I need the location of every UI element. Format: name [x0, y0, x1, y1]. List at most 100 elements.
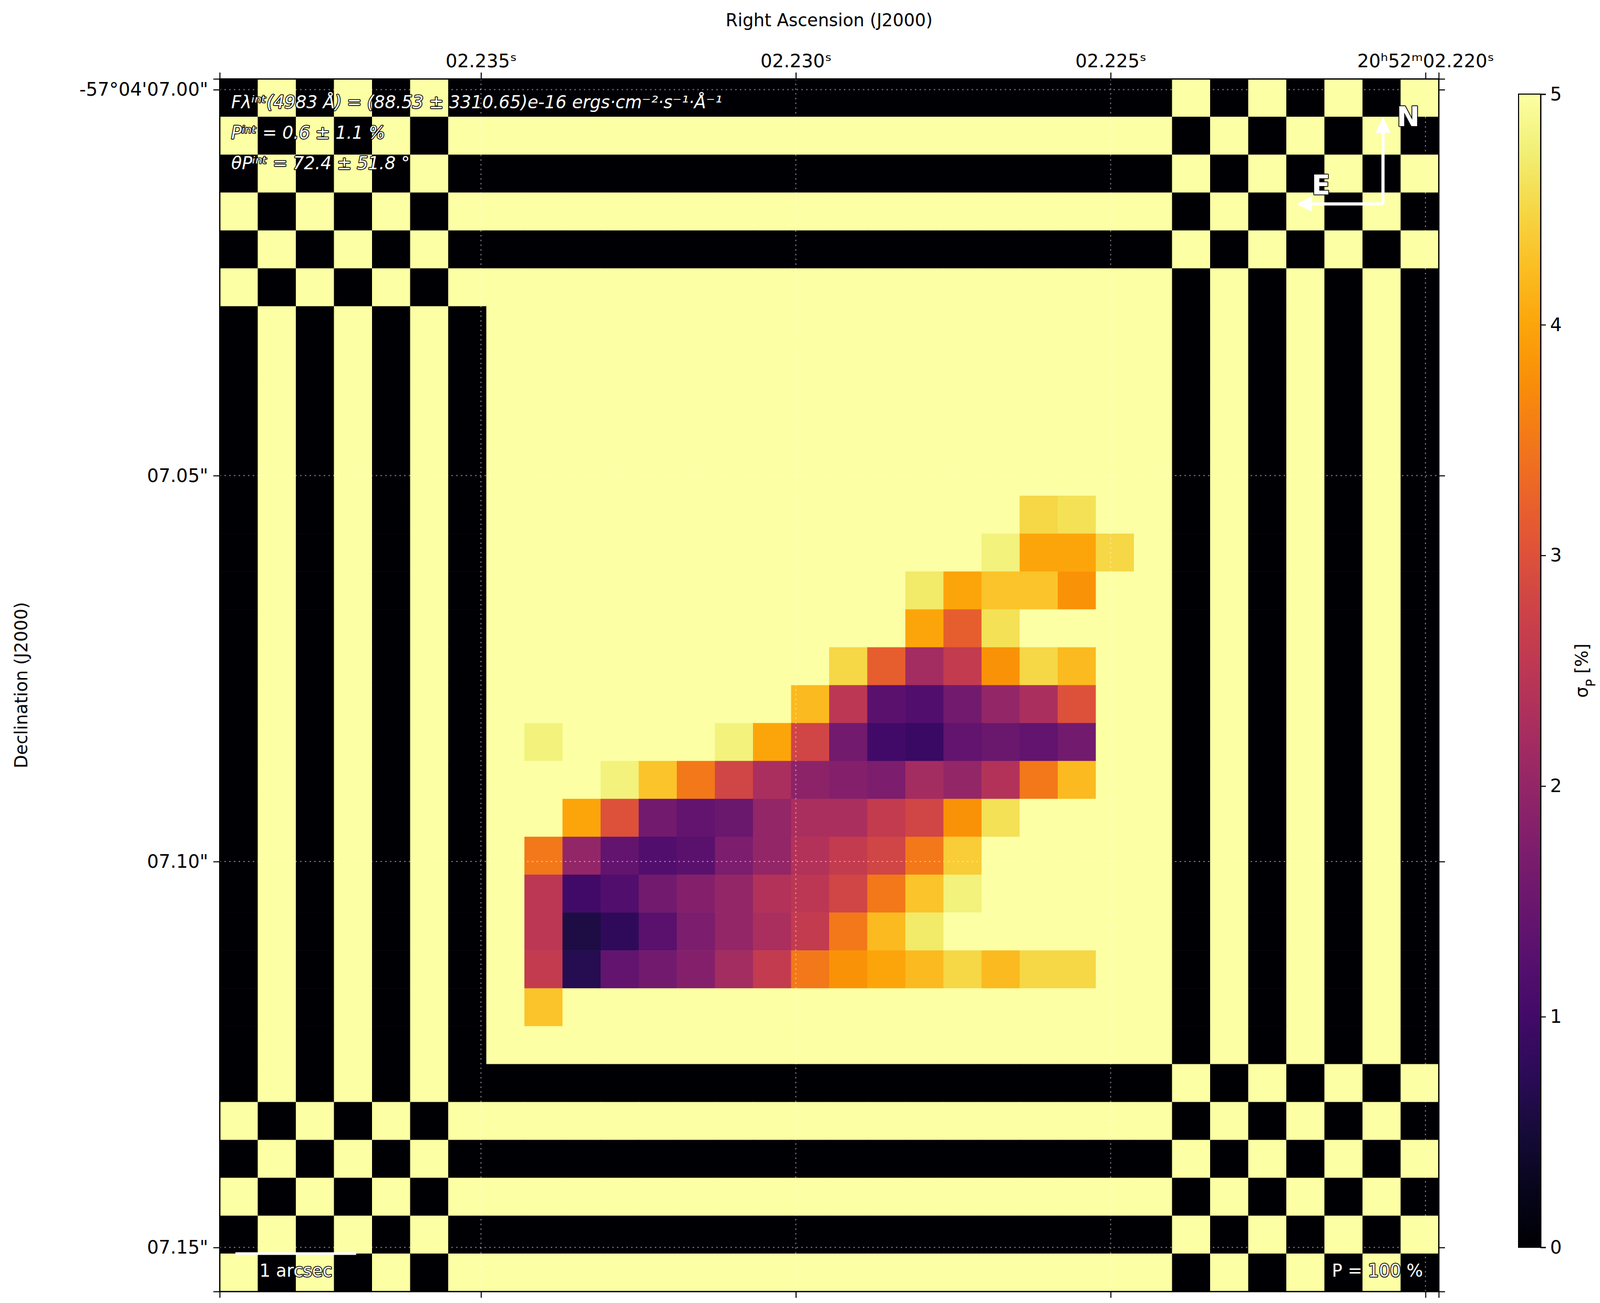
cell [562, 1063, 602, 1102]
cell [1133, 685, 1173, 724]
cell [1096, 344, 1135, 383]
tick-label: 07.15" [147, 1236, 209, 1258]
tick-mark [1438, 475, 1445, 477]
cell [486, 571, 525, 610]
scale-bar [235, 1252, 357, 1255]
cell [981, 154, 1020, 193]
cell [486, 1177, 525, 1216]
cell [1248, 987, 1287, 1027]
cell [1172, 267, 1211, 307]
cell [1096, 646, 1135, 686]
cell [1248, 1063, 1287, 1102]
cell [638, 987, 678, 1027]
tick-mark [213, 861, 220, 863]
cell [1019, 798, 1059, 838]
cell [715, 1063, 754, 1102]
cell [943, 306, 983, 345]
cell [1248, 950, 1287, 989]
cell [752, 798, 792, 838]
cell [1400, 267, 1440, 307]
cell [1057, 836, 1097, 875]
cell [1400, 950, 1440, 989]
cell [1172, 1063, 1211, 1102]
cell [1324, 382, 1364, 421]
cell [1248, 1101, 1287, 1141]
cell [752, 78, 792, 118]
cell [524, 608, 563, 648]
cell [1096, 192, 1135, 231]
cell [372, 950, 411, 989]
cell [1057, 267, 1097, 307]
cell [219, 646, 258, 686]
cell [1019, 78, 1059, 118]
cell [1400, 798, 1440, 838]
cell [715, 495, 754, 534]
x-axis-title: Right Ascension (J2000) [725, 9, 933, 31]
grid-line [219, 860, 1439, 862]
cell [257, 533, 297, 572]
cell [257, 798, 297, 838]
cell [486, 912, 525, 951]
cell [752, 154, 792, 193]
cell [1133, 571, 1173, 610]
cell [1096, 1025, 1135, 1065]
cell [486, 646, 525, 686]
tick [1438, 475, 1445, 477]
cell [1019, 1101, 1059, 1141]
cell [829, 533, 868, 572]
cell [1096, 987, 1135, 1027]
cell [1286, 382, 1325, 421]
grid-line [480, 78, 482, 1292]
cell [1210, 192, 1249, 231]
cell [905, 987, 944, 1027]
cell [829, 912, 868, 951]
cell [981, 912, 1020, 951]
tick-mark [213, 89, 220, 91]
cell [334, 1177, 373, 1216]
cell [410, 798, 449, 838]
cell [486, 267, 525, 307]
cell [981, 760, 1020, 800]
cell [524, 1177, 563, 1216]
cell [1248, 419, 1287, 459]
cell [1057, 1063, 1097, 1102]
cell [1057, 760, 1097, 800]
cell [257, 1025, 297, 1065]
cell [981, 836, 1020, 875]
tick [480, 1291, 482, 1298]
cell [1286, 419, 1325, 459]
cell [1172, 1215, 1211, 1254]
cell [1324, 457, 1364, 497]
cell [524, 116, 563, 156]
cell [486, 1063, 525, 1102]
cell [1400, 1215, 1440, 1254]
cell [1400, 571, 1440, 610]
cell [257, 230, 297, 269]
cell [1400, 1025, 1440, 1065]
cell [486, 1025, 525, 1065]
cell [1400, 760, 1440, 800]
cell [295, 306, 335, 345]
cell [1133, 723, 1173, 762]
tick-mark [1438, 1246, 1445, 1248]
x-axis: 02.235ˢ02.230ˢ02.225ˢ20ʰ52ᵐ02.220ˢ [220, 50, 1495, 80]
cell [1248, 495, 1287, 534]
cell [1324, 1063, 1364, 1102]
cell [1019, 116, 1059, 156]
cell [676, 457, 716, 497]
cell [524, 571, 563, 610]
cell [1362, 836, 1401, 875]
cell [1210, 533, 1249, 572]
cell [676, 912, 716, 951]
cell [791, 457, 830, 497]
cell [1096, 495, 1135, 534]
cell [1172, 646, 1211, 686]
cell [867, 987, 906, 1027]
cell [1057, 646, 1097, 686]
cell [257, 419, 297, 459]
cell [943, 723, 983, 762]
cell [1096, 571, 1135, 610]
cell [981, 571, 1020, 610]
cell [752, 1139, 792, 1179]
cell [867, 1101, 906, 1141]
